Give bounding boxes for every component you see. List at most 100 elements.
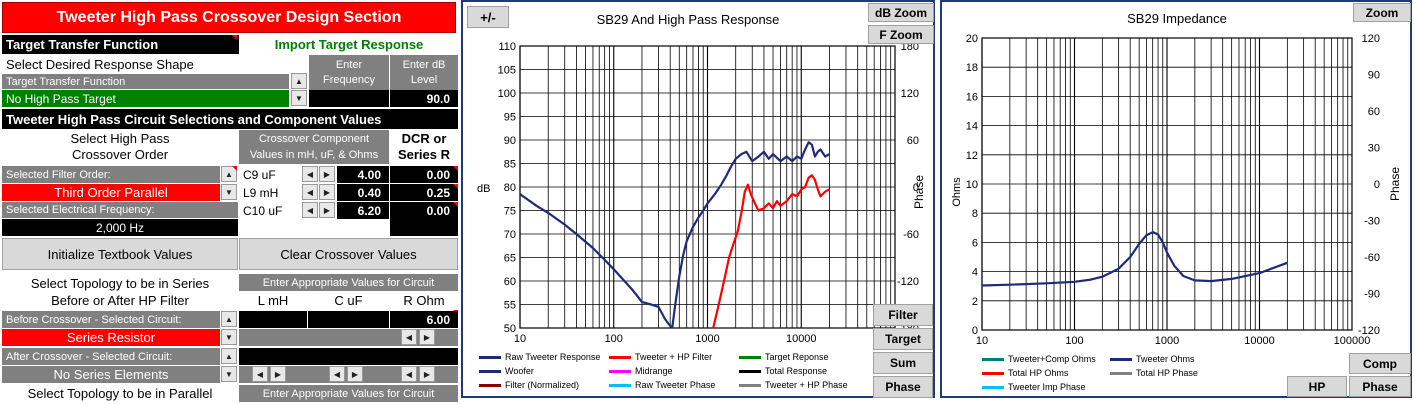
comp-button[interactable]: Comp <box>1349 353 1411 374</box>
after-c-increase-button[interactable]: ▶ <box>347 366 363 382</box>
f-zoom-button[interactable]: F Zoom <box>868 25 934 44</box>
legend-label: Tweeter + HP Phase <box>765 380 848 390</box>
impedance-zoom-button[interactable]: Zoom <box>1353 3 1411 22</box>
import-target-response-button[interactable]: Import Target Response <box>240 35 458 54</box>
ttf-dropdown-arrow[interactable]: ▼ <box>291 90 307 106</box>
legend-item: Tweeter Ohms <box>1110 354 1195 364</box>
y-tick-label: 50 <box>504 323 516 335</box>
y-tick-label: 100 <box>498 88 516 100</box>
before-c-input[interactable] <box>308 311 389 328</box>
legend-label: Filter (Normalized) <box>505 380 580 390</box>
y-tick-label: 80 <box>504 182 516 194</box>
phase-button[interactable]: Phase <box>873 376 933 398</box>
component-increase-button[interactable]: ▶ <box>319 166 335 182</box>
component-row-l9: L9 mH ◀ ▶ 0.40 0.25 <box>239 184 458 201</box>
y2-tick-label: 120 <box>901 88 919 100</box>
after-c-decrease-button[interactable]: ◀ <box>329 366 345 382</box>
response-y-label: dB <box>477 183 490 195</box>
component-decrease-button[interactable]: ◀ <box>302 166 318 182</box>
y-tick-label: 85 <box>504 159 516 171</box>
legend-item: Total HP Ohms <box>982 368 1068 378</box>
series-line-tweeter-ohms <box>981 231 1288 287</box>
col-c-header: C uF <box>308 292 389 309</box>
after-crossover-label: After Crossover - Selected Circuit: <box>2 348 220 365</box>
component-value[interactable]: 4.00 <box>337 166 389 183</box>
after-r-decrease-button[interactable]: ◀ <box>401 366 417 382</box>
before-l-input[interactable] <box>239 311 307 328</box>
filter-order-dropdown-arrow[interactable]: ▼ <box>221 184 237 200</box>
y2-tick-label: 90 <box>1368 70 1380 82</box>
after-crossover-dropdown-arrow[interactable]: ▼ <box>221 366 237 382</box>
impedance-y2-label: Phase <box>1388 167 1402 201</box>
after-crossover-dropdown[interactable]: No Series Elements <box>2 366 220 383</box>
response-legend: Raw Tweeter Response Tweeter + HP Filter T… <box>479 352 871 396</box>
before-crossover-dropdown[interactable]: Series Resistor <box>2 329 220 346</box>
y-tick-label: 55 <box>504 300 516 312</box>
x-tick-label: 100 <box>605 333 623 345</box>
enter-values-circuit-header: Enter Appropriate Values for Circuit <box>239 274 458 291</box>
component-increase-button[interactable]: ▶ <box>319 202 335 218</box>
filter-order-dropdown[interactable]: Third Order Parallel <box>2 184 220 201</box>
level-input[interactable]: 90.0 <box>390 90 458 107</box>
before-crossover-dropdown-arrow[interactable]: ▼ <box>221 329 237 345</box>
component-value[interactable]: 6.20 <box>337 202 389 219</box>
plus-minus-button[interactable]: +/- <box>467 6 509 28</box>
component-dcr[interactable]: 0.00 <box>390 202 458 219</box>
comment-marker <box>453 184 458 189</box>
after-input-row[interactable] <box>239 348 458 365</box>
before-r-decrease-button[interactable]: ◀ <box>401 329 417 345</box>
series-topology-line2: Before or After HP Filter <box>51 293 189 308</box>
initialize-textbook-values-button[interactable]: Initialize Textbook Values <box>2 238 238 270</box>
legend-swatch <box>1110 371 1132 375</box>
component-dcr[interactable]: 0.25 <box>390 184 458 201</box>
hp-button[interactable]: HP <box>1287 376 1347 397</box>
after-crossover-up-button[interactable]: ▲ <box>221 348 237 364</box>
legend-item: Raw Tweeter Response <box>479 352 600 362</box>
component-values-header: Crossover Component Values in mH, uF, & … <box>239 130 389 164</box>
x-tick-label: 100 <box>1065 335 1083 347</box>
enter-level-line1: Enter dB <box>402 59 446 71</box>
y-tick-label: 8 <box>972 208 978 220</box>
frequency-input[interactable] <box>309 90 389 107</box>
impedance-series <box>981 231 1288 287</box>
after-r-increase-button[interactable]: ▶ <box>419 366 435 382</box>
component-name: C9 uF <box>239 166 301 183</box>
legend-item: Tweeter + HP Filter <box>609 352 712 362</box>
y-tick-label: 4 <box>972 267 978 279</box>
ttf-scroll-up-button[interactable]: ▲ <box>291 73 307 89</box>
db-zoom-button[interactable]: dB Zoom <box>868 3 934 22</box>
legend-label: Total Response <box>765 366 828 376</box>
dcr-header: DCR or Series R <box>390 130 458 164</box>
component-values-line1: Crossover Component <box>258 133 370 145</box>
y2-tick-label: 0 <box>913 182 919 194</box>
after-l-decrease-button[interactable]: ◀ <box>252 366 268 382</box>
component-value[interactable]: 0.40 <box>337 184 389 201</box>
legend-item: Target Reponse <box>739 352 829 362</box>
y-tick-label: 105 <box>498 65 516 77</box>
clear-crossover-values-button[interactable]: Clear Crossover Values <box>239 238 458 270</box>
before-crossover-up-button[interactable]: ▲ <box>221 311 237 327</box>
y-tick-label: 10 <box>966 179 978 191</box>
before-r-increase-button[interactable]: ▶ <box>419 329 435 345</box>
ttf-dropdown[interactable]: No High Pass Target <box>2 90 289 107</box>
component-decrease-button[interactable]: ◀ <box>302 184 318 200</box>
dcr-line2: Series R <box>397 147 451 162</box>
component-increase-button[interactable]: ▶ <box>319 184 335 200</box>
filter-button[interactable]: Filter <box>873 304 933 326</box>
legend-item: Tweeter Imp Phase <box>982 382 1086 392</box>
impedance-phase-button[interactable]: Phase <box>1349 376 1411 397</box>
after-l-increase-button[interactable]: ▶ <box>270 366 286 382</box>
y-tick-label: 60 <box>504 276 516 288</box>
y-tick-label: 110 <box>498 41 516 53</box>
dcr-line1: DCR or <box>401 131 447 146</box>
component-dcr[interactable]: 0.00 <box>390 166 458 183</box>
enter-frequency-header: Enter Frequency <box>309 55 389 90</box>
before-r-input[interactable]: 6.00 <box>390 311 458 328</box>
target-button[interactable]: Target <box>873 328 933 350</box>
component-name: C10 uF <box>239 202 301 219</box>
sum-button[interactable]: Sum <box>873 352 933 374</box>
component-decrease-button[interactable]: ◀ <box>302 202 318 218</box>
component-values-line2: Values in mH, uF, & Ohms <box>249 149 379 161</box>
legend-label: Total HP Ohms <box>1008 368 1069 378</box>
legend-label: Tweeter+Comp Ohms <box>1008 354 1096 364</box>
